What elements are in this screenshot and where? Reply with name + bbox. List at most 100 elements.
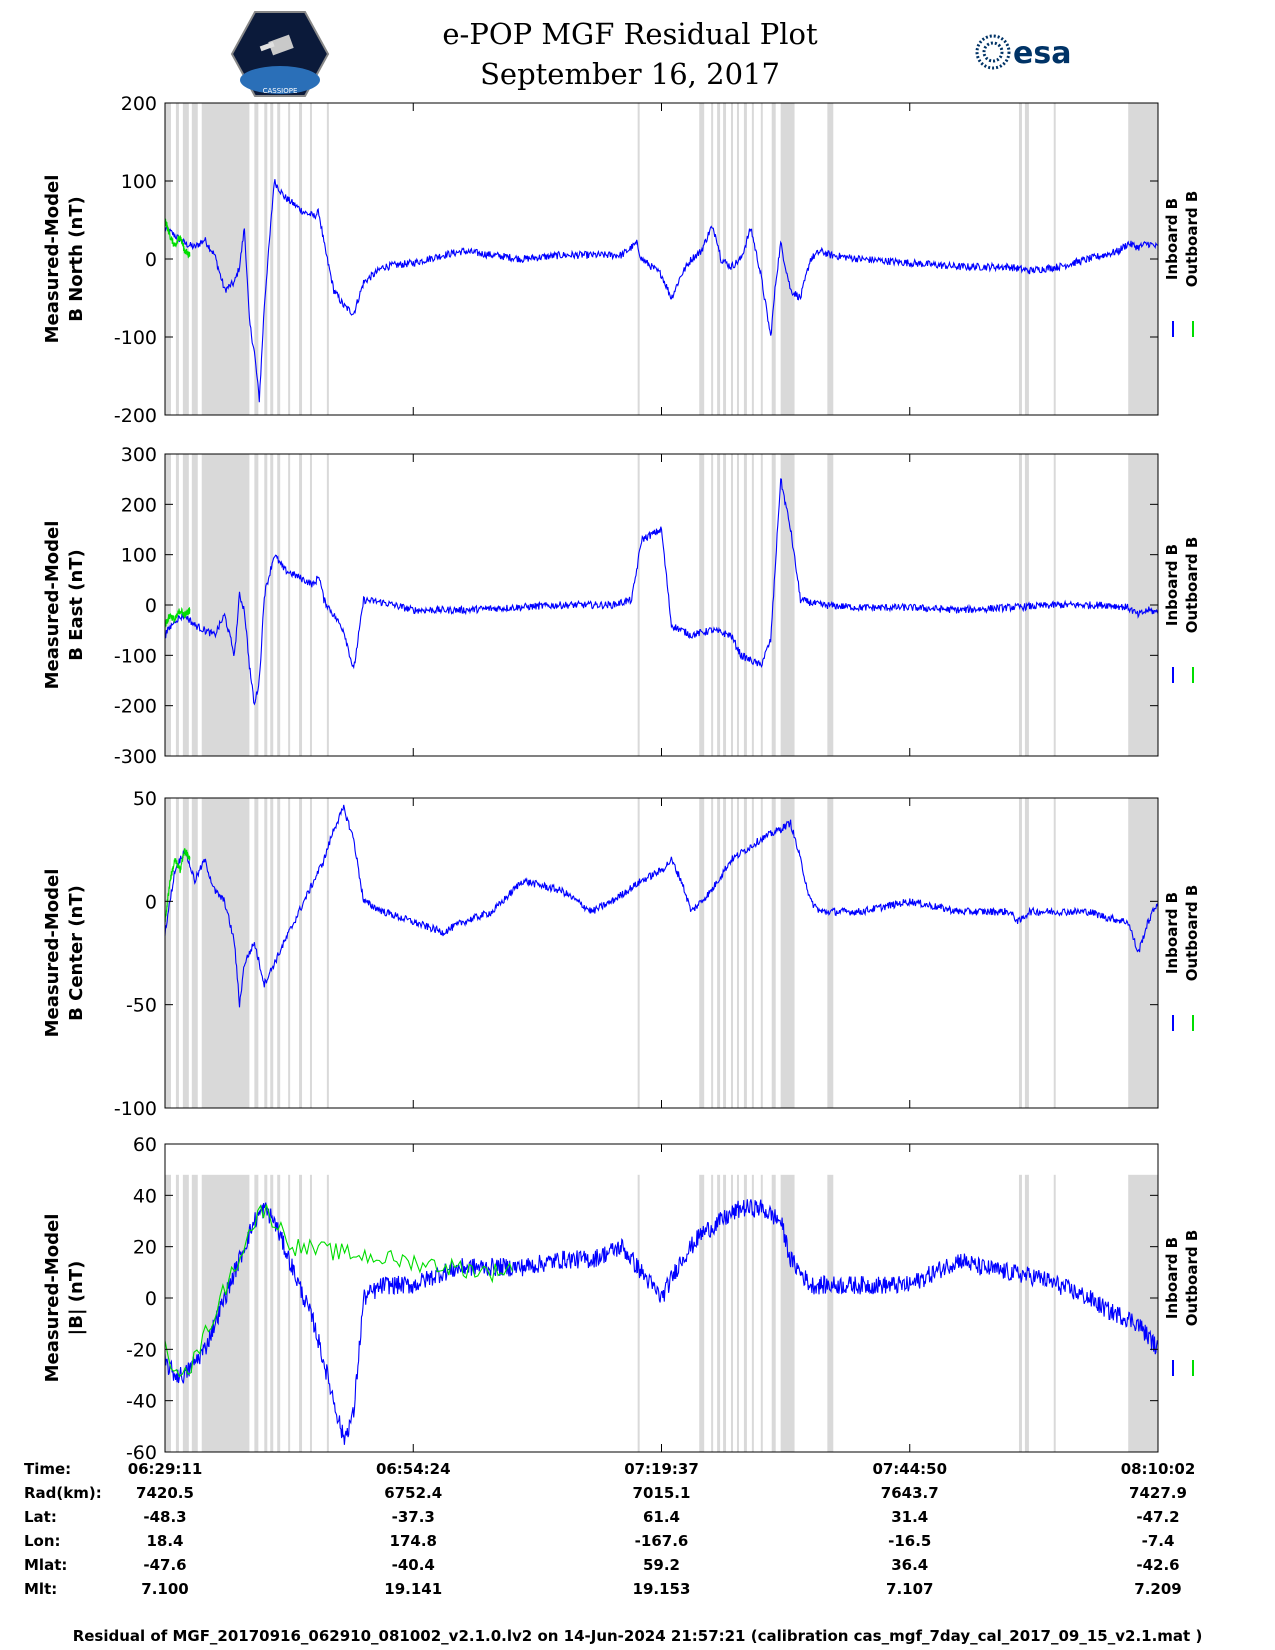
data-gap-shade: [637, 103, 640, 415]
data-gap-shade: [277, 103, 281, 415]
data-gap-shade: [780, 1174, 795, 1452]
data-gap-shade: [1128, 798, 1158, 1108]
axes-frame: [164, 797, 1159, 1109]
y-tick-label: -60: [126, 1442, 157, 1460]
data-gap-shade: [827, 798, 834, 1108]
panel-3: -100 -50 0 50 Measured-Model B Center (nT) Inb…: [42, 788, 1201, 1120]
y-tick-label: 200: [121, 494, 157, 516]
y-tick-label: 0: [145, 1288, 157, 1310]
panel-4: -60 -40 -20 0 20 40 60 Measured-Model |B| (nT) In…: [42, 1134, 1201, 1460]
legend-entry-label: Outboard B: [1183, 885, 1201, 982]
orbit-value-lat: -48.3: [143, 1508, 187, 1526]
data-gap-shade: [182, 454, 189, 756]
data-gap-shade: [743, 798, 747, 1108]
data-gap-shade: [288, 454, 291, 756]
orbit-value-lat: 61.4: [642, 1508, 680, 1526]
y-axis-label-line: B Center (nT): [66, 885, 87, 1021]
data-gap-shade: [751, 798, 754, 1108]
esa-logo: esa: [975, 32, 1095, 72]
orbit-value-mlat: -42.6: [1136, 1556, 1180, 1574]
data-gap-shade: [760, 1174, 763, 1452]
orbit-value-mlt: 19.141: [384, 1580, 443, 1598]
orbit-value-lon: -167.6: [634, 1532, 689, 1550]
data-gap-shade: [760, 454, 763, 756]
data-gap-shade: [731, 103, 733, 415]
y-tick-label: 40: [133, 1185, 157, 1207]
axes-frame: [164, 102, 1159, 416]
y-axis-label: Measured-Model B Center (nT): [42, 869, 87, 1038]
orbit-value-lat: -37.3: [391, 1508, 435, 1526]
data-gap-shade: [751, 103, 754, 415]
data-gap-shade: [1024, 798, 1029, 1108]
y-tick-label: -200: [114, 696, 157, 718]
y-axis-label-line: Measured-Model: [42, 521, 63, 690]
data-gap-shade: [254, 454, 259, 756]
orbit-value-rad: 6752.4: [384, 1484, 443, 1502]
orbit-value-mlat: 36.4: [891, 1556, 929, 1574]
data-gap-shade: [827, 1174, 834, 1452]
y-tick-label: 20: [133, 1237, 157, 1259]
data-gap-shade: [1053, 798, 1056, 1108]
data-gap-shade: [191, 103, 198, 415]
data-gap-shade: [191, 798, 198, 1108]
data-gap-shade: [771, 798, 776, 1108]
data-gap-shade: [1024, 1174, 1029, 1452]
data-gap-shade: [711, 454, 714, 756]
orbit-value-mlt: 19.153: [632, 1580, 691, 1598]
y-axis-label-line: B North (nT): [66, 196, 87, 322]
data-gap-shade: [731, 454, 733, 756]
orbit-row-label: Lon:: [24, 1532, 61, 1550]
y-tick-label: 300: [121, 444, 157, 466]
data-gap-shade: [270, 1174, 274, 1452]
orbit-value-mlat: 59.2: [642, 1556, 680, 1574]
series-line-outboard-b: [164, 218, 191, 259]
series-line-outboard-b: [164, 1204, 514, 1378]
panel-2: -300 -200 -100 0 100 200 300 Measured-Model B Ea…: [42, 444, 1201, 768]
cassiope-logo: CASSIOPE: [230, 10, 330, 98]
y-tick-label: 0: [145, 595, 157, 617]
data-gap-shade: [299, 798, 303, 1108]
y-tick-label: 0: [145, 891, 157, 913]
data-gap-shade: [731, 798, 733, 1108]
data-gap-shade: [637, 454, 640, 756]
orbit-row-label: Mlat:: [24, 1556, 68, 1574]
data-gap-shade: [1018, 1174, 1022, 1452]
series-line-outboard-b: [164, 606, 191, 629]
data-gap-shade: [723, 103, 727, 415]
y-tick-label: -50: [126, 995, 157, 1017]
y-axis-label-line: Measured-Model: [42, 1214, 63, 1383]
legend-entry-label: Inboard B: [1163, 198, 1181, 280]
data-gap-shade: [723, 454, 727, 756]
y-tick-label: 60: [133, 1134, 157, 1156]
data-gap-shade: [277, 454, 281, 756]
orbit-value-rad: 7643.7: [880, 1484, 939, 1502]
orbit-row-label: Time:: [24, 1460, 72, 1478]
legend-entry-label: Outboard B: [1183, 191, 1201, 288]
y-tick-label: 50: [133, 788, 157, 810]
data-gap-shade: [1128, 1174, 1158, 1452]
data-gap-shade: [175, 798, 179, 1108]
data-gap-shade: [723, 1174, 727, 1452]
orbit-value-lon: 174.8: [389, 1532, 437, 1550]
data-gap-shade: [637, 798, 640, 1108]
y-axis-label: Measured-Model B East (nT): [42, 521, 87, 690]
data-gap-shade: [264, 103, 268, 415]
data-gap-shade: [736, 1174, 739, 1452]
svg-text:CASSIOPE: CASSIOPE: [263, 87, 298, 95]
data-gap-shade: [309, 798, 312, 1108]
data-gap-shade: [165, 1174, 171, 1452]
orbit-value-lat: 31.4: [891, 1508, 929, 1526]
y-axis-label-line: Measured-Model: [42, 869, 63, 1038]
legend-entry-label: Inboard B: [1163, 892, 1181, 974]
data-gap-shade: [299, 103, 303, 415]
y-tick-label: 0: [145, 249, 157, 271]
data-gap-shade: [711, 1174, 714, 1452]
data-gap-shade: [699, 103, 705, 415]
data-gap-shade: [699, 454, 705, 756]
orbit-value-mlt: 7.209: [1134, 1580, 1182, 1598]
data-gap-shade: [264, 1174, 268, 1452]
data-gap-shade: [182, 798, 189, 1108]
y-axis-label: Measured-Model |B| (nT): [42, 1214, 87, 1383]
data-gap-shade: [326, 454, 329, 756]
